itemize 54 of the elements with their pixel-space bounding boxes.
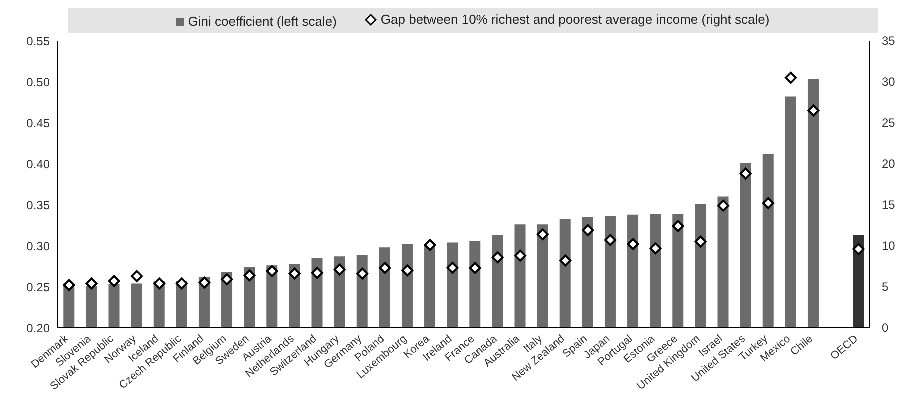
point xyxy=(266,265,278,278)
point xyxy=(785,72,798,84)
point xyxy=(852,243,865,256)
point xyxy=(762,197,774,210)
point xyxy=(63,279,76,292)
point xyxy=(492,251,504,264)
x-tick-label: Chile xyxy=(788,333,816,358)
legend-label: Gini coefficient (left scale) xyxy=(187,14,337,29)
point xyxy=(379,262,392,274)
y-tick-label: 0.45 xyxy=(26,116,50,130)
y-tick-label: 0.25 xyxy=(26,280,50,294)
y2-tick-label: 35 xyxy=(882,34,896,48)
y2-tick-label: 0 xyxy=(882,321,889,335)
y2-tick-label: 10 xyxy=(882,239,896,253)
point xyxy=(108,275,120,288)
y-tick-label: 0.35 xyxy=(26,198,50,212)
point xyxy=(560,254,572,267)
point xyxy=(198,276,211,289)
point xyxy=(402,264,414,277)
y-tick-label: 0.50 xyxy=(26,75,50,90)
point xyxy=(604,234,617,246)
point xyxy=(424,239,436,252)
point xyxy=(740,168,752,180)
y2-tick-label: 25 xyxy=(882,116,896,130)
y-tick-label: 0.30 xyxy=(26,239,50,254)
point xyxy=(717,200,730,212)
point xyxy=(288,268,301,280)
y-tick-label: 0.40 xyxy=(26,157,50,172)
point xyxy=(627,238,640,250)
point xyxy=(446,262,459,274)
point xyxy=(356,268,368,280)
point xyxy=(514,250,526,262)
y2-tick-label: 15 xyxy=(882,198,896,212)
legend-label: Gap between 10% richest and poorest average income (right scale) xyxy=(380,12,770,27)
point xyxy=(154,278,166,290)
point xyxy=(244,270,256,282)
point xyxy=(221,274,234,286)
point xyxy=(694,236,707,248)
point xyxy=(808,104,820,117)
point xyxy=(176,278,188,290)
y2-tick-label: 20 xyxy=(882,157,896,171)
point xyxy=(536,228,549,241)
point xyxy=(672,220,684,232)
point xyxy=(86,278,98,290)
point xyxy=(650,242,662,254)
point xyxy=(130,270,143,282)
point xyxy=(469,262,482,274)
y-tick-label: 0.55 xyxy=(26,34,50,48)
point xyxy=(334,264,346,276)
y-tick-label: 0.20 xyxy=(26,321,50,336)
point xyxy=(582,224,594,236)
y2-tick-label: 5 xyxy=(882,280,889,294)
point xyxy=(311,267,324,280)
y2-tick-label: 30 xyxy=(882,75,896,89)
